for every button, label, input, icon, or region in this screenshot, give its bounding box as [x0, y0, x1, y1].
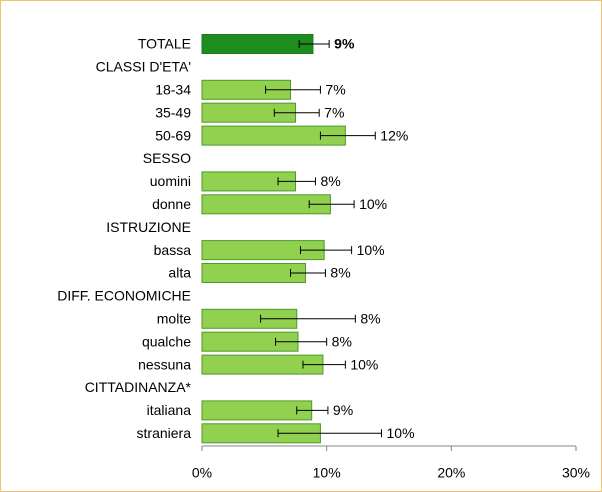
data-label: 9%: [334, 36, 355, 52]
category-label: ISTRUZIONE: [106, 219, 191, 235]
x-tick-label: 20%: [437, 465, 465, 481]
x-tick-label: 30%: [562, 465, 590, 481]
error-bar: [299, 246, 353, 255]
error-bar: [319, 131, 376, 140]
category-label: 35-49: [155, 104, 191, 120]
category-label: straniera: [137, 425, 192, 441]
category-label: 18-34: [155, 82, 191, 98]
error-bar: [273, 108, 320, 117]
category-label: TOTALE: [138, 36, 191, 52]
bar: [201, 263, 306, 283]
data-label: 8%: [360, 311, 380, 327]
category-label: 50-69: [155, 127, 191, 143]
data-label: 8%: [330, 265, 350, 281]
error-bar: [298, 40, 330, 48]
error-bar: [302, 360, 346, 369]
category-label: DIFF. ECONOMICHE: [57, 288, 191, 304]
data-label: 10%: [359, 196, 387, 212]
category-label: uomini: [150, 173, 191, 189]
category-label: alta: [168, 265, 191, 281]
category-label: CITTADINANZA*: [85, 379, 192, 395]
error-bar: [308, 200, 355, 209]
data-label: 10%: [357, 242, 385, 258]
data-label: 10%: [387, 425, 415, 441]
error-bar: [296, 406, 329, 415]
data-label: 7%: [325, 82, 345, 98]
x-tick-label: 10%: [313, 465, 341, 481]
category-label: italiana: [147, 402, 192, 418]
data-label: 9%: [333, 402, 353, 418]
data-label: 8%: [320, 173, 340, 189]
data-label: 12%: [380, 127, 408, 143]
category-label: CLASSI D'ETA': [96, 59, 191, 75]
bar: [201, 34, 314, 54]
data-label: 10%: [350, 356, 378, 372]
category-label: nessuna: [138, 356, 191, 372]
category-label: SESSO: [143, 150, 191, 166]
error-bar: [275, 337, 328, 346]
category-label: bassa: [154, 242, 192, 258]
data-label: 8%: [332, 333, 352, 349]
error-bar: [277, 177, 316, 186]
bar: [201, 400, 313, 421]
data-label: 7%: [324, 104, 344, 120]
category-label: donne: [152, 196, 191, 212]
category-label: qualche: [142, 333, 191, 349]
category-label: molte: [157, 311, 191, 327]
error-bar: [265, 85, 321, 94]
error-bar: [290, 269, 326, 277]
x-tick-label: 0%: [192, 465, 212, 481]
error-bar: [277, 429, 383, 438]
error-bar: [260, 314, 356, 323]
